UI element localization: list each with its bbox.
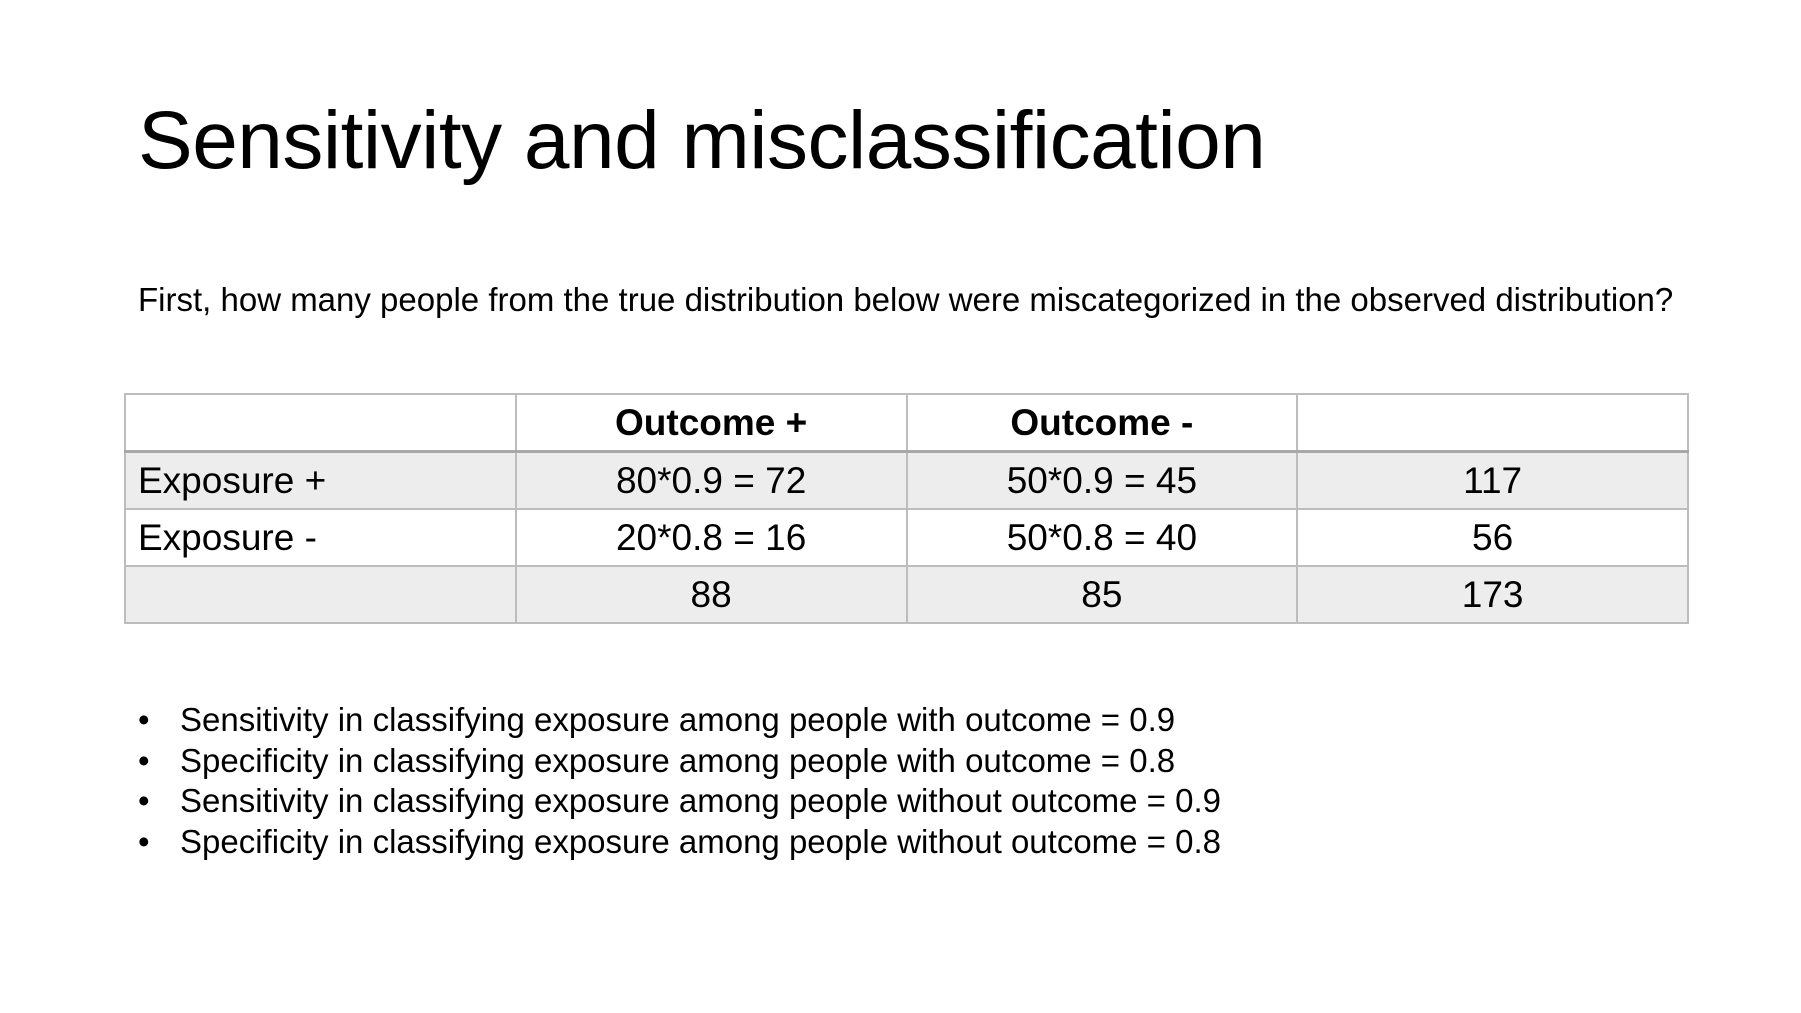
contingency-table: Outcome + Outcome - Exposure + 80*0.9 = … [124,393,1689,624]
list-item-text: Sensitivity in classifying exposure amon… [180,782,1221,819]
cell-grand-total: 173 [1296,565,1689,624]
cell-exposure-negative-total: 56 [1296,508,1689,567]
list-item-text: Sensitivity in classifying exposure amon… [180,701,1176,738]
bullet-marker: • [138,782,150,819]
list-item-text: Specificity in classifying exposure amon… [180,822,1221,860]
list-item: • Sensitivity in classifying exposure am… [138,781,1221,822]
list-item: • Specificity in classifying exposure am… [138,741,1221,782]
header-cell-outcome-negative: Outcome - [905,393,1299,453]
cell-exposure-negative-outcome-positive: 20*0.8 = 16 [514,508,908,567]
bullet-marker: • [138,701,150,738]
row-label-exposure-negative: Exposure - [124,508,517,567]
table-row-totals: 88 85 173 [124,565,1689,624]
list-item: • Sensitivity in classifying exposure am… [138,700,1221,741]
header-cell-outcome-positive: Outcome + [514,393,908,453]
bullet-marker: • [138,822,150,860]
table-row-exposure-negative: Exposure - 20*0.8 = 16 50*0.8 = 40 56 [124,508,1689,567]
bullet-marker: • [138,741,150,779]
slide-title: Sensitivity and misclassification [138,95,1266,186]
header-cell-empty-right [1296,393,1689,453]
cell-total-outcome-negative: 85 [905,565,1299,624]
row-label-totals [124,565,517,624]
cell-exposure-positive-outcome-positive: 80*0.9 = 72 [514,450,908,510]
question-text: First, how many people from the true dis… [138,281,1674,318]
header-cell-empty-left [124,393,517,453]
cell-exposure-negative-outcome-negative: 50*0.8 = 40 [905,508,1299,567]
list-item-text: Specificity in classifying exposure amon… [180,741,1176,779]
table-row-exposure-positive: Exposure + 80*0.9 = 72 50*0.9 = 45 117 [124,450,1689,510]
row-label-exposure-positive: Exposure + [124,450,517,510]
cell-total-outcome-positive: 88 [514,565,908,624]
table-header-row: Outcome + Outcome - [124,393,1689,453]
parameter-bullet-list: • Sensitivity in classifying exposure am… [138,700,1221,862]
contingency-table-container: Outcome + Outcome - Exposure + 80*0.9 = … [124,393,1689,624]
cell-exposure-positive-total: 117 [1296,450,1689,510]
cell-exposure-positive-outcome-negative: 50*0.9 = 45 [905,450,1299,510]
list-item: • Specificity in classifying exposure am… [138,822,1221,863]
